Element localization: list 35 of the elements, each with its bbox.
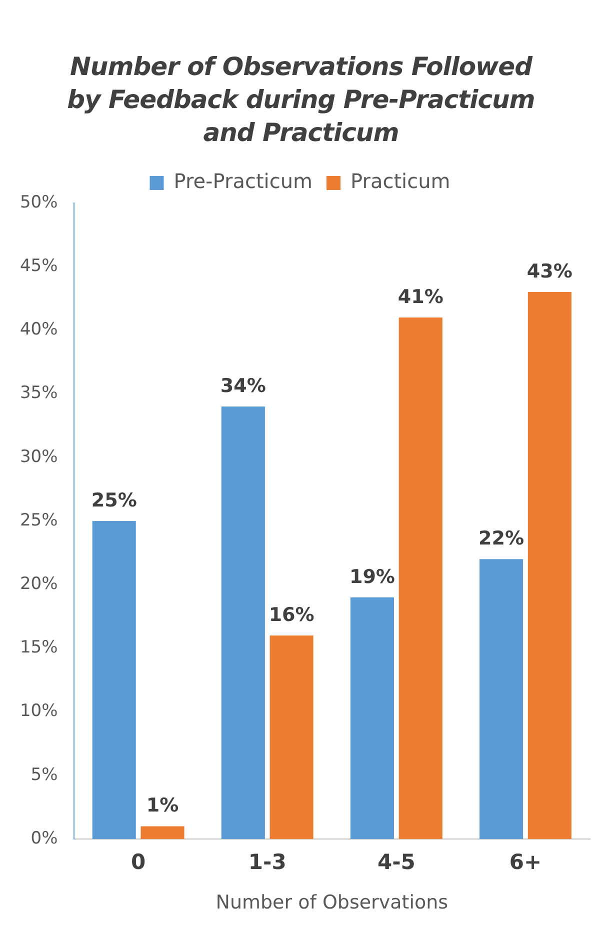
x-tick-label: 4-5 (377, 850, 416, 874)
y-tick-label: 45% (20, 256, 58, 276)
data-label: 41% (398, 286, 444, 308)
y-tick-label: 25% (20, 510, 58, 530)
bar (221, 406, 265, 839)
data-label: 43% (526, 260, 572, 282)
data-label: 19% (349, 566, 395, 588)
y-tick-label: 15% (20, 638, 58, 658)
data-label: 1% (146, 794, 179, 817)
legend-label: Practicum (350, 169, 450, 194)
y-tick-label: 35% (20, 383, 58, 404)
y-tick-label: 20% (20, 574, 58, 594)
bar (92, 521, 136, 839)
y-tick-label: 10% (20, 701, 58, 722)
y-tick-label: 5% (30, 764, 58, 785)
bar (350, 597, 394, 839)
x-tick-label: 6+ (509, 850, 542, 874)
y-tick-label: 0% (30, 828, 58, 848)
legend-label: Pre-Practicum (174, 169, 313, 194)
data-label: 16% (268, 604, 314, 626)
y-tick-label: 40% (20, 320, 58, 340)
data-label: 22% (478, 528, 524, 550)
bar (140, 826, 184, 839)
data-label: 34% (220, 374, 266, 397)
y-tick-label: 50% (20, 192, 58, 212)
x-axis-title: Number of Observations (216, 892, 448, 914)
y-tick-label: 30% (20, 446, 58, 467)
bar (270, 635, 314, 839)
x-tick-label: 0 (131, 850, 146, 874)
bar (398, 317, 442, 839)
x-tick-label: 1-3 (248, 850, 286, 874)
data-label: 25% (91, 489, 137, 512)
bar (528, 292, 572, 839)
bar (480, 559, 524, 839)
chart-title: Number of Observations Followed by Feedback during Pre-Practicum and Practicum (66, 51, 536, 149)
